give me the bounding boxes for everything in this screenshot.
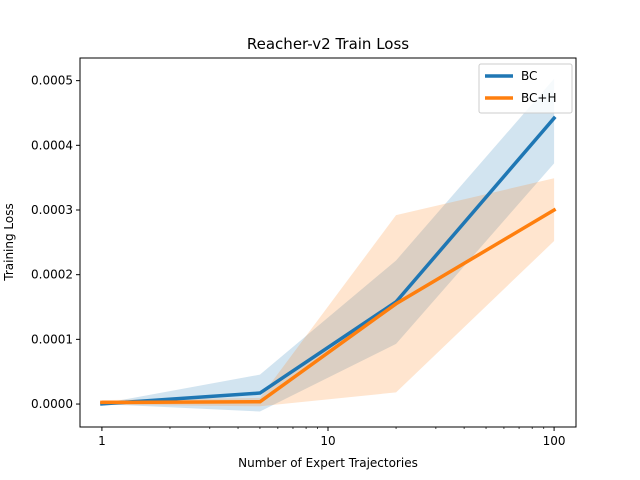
y-tick-label: 0.0003	[31, 203, 73, 217]
y-tick-label: 0.0004	[31, 138, 73, 152]
y-tick-label: 0.0000	[31, 397, 73, 411]
y-tick-label: 0.0001	[31, 332, 73, 346]
y-axis-label: Training Loss	[2, 203, 16, 281]
x-tick-label: 100	[543, 434, 566, 448]
line-bc	[100, 115, 557, 406]
chart-title: Reacher-v2 Train Loss	[247, 35, 409, 53]
line-bc-h	[100, 207, 557, 405]
y-tick-label: 0.0002	[31, 268, 73, 282]
x-tick-label: 1	[98, 434, 106, 448]
x-axis-label: Number of Expert Trajectories	[238, 456, 418, 470]
legend-label-bc-h: BC+H	[521, 91, 556, 105]
legend: BC BC+H	[478, 63, 573, 114]
confidence-bands	[101, 78, 555, 412]
band-bc-h	[101, 178, 555, 407]
x-tick-label: 10	[320, 434, 335, 448]
series-lines	[100, 115, 557, 406]
band-bc	[101, 78, 555, 412]
y-tick-label: 0.0005	[31, 74, 73, 88]
y-axis-ticks: 0.0000 0.0001 0.0002 0.0003 0.0004 0.0005	[31, 74, 80, 411]
x-axis-ticks: 1 10 100	[98, 427, 566, 448]
legend-label-bc: BC	[521, 69, 537, 83]
